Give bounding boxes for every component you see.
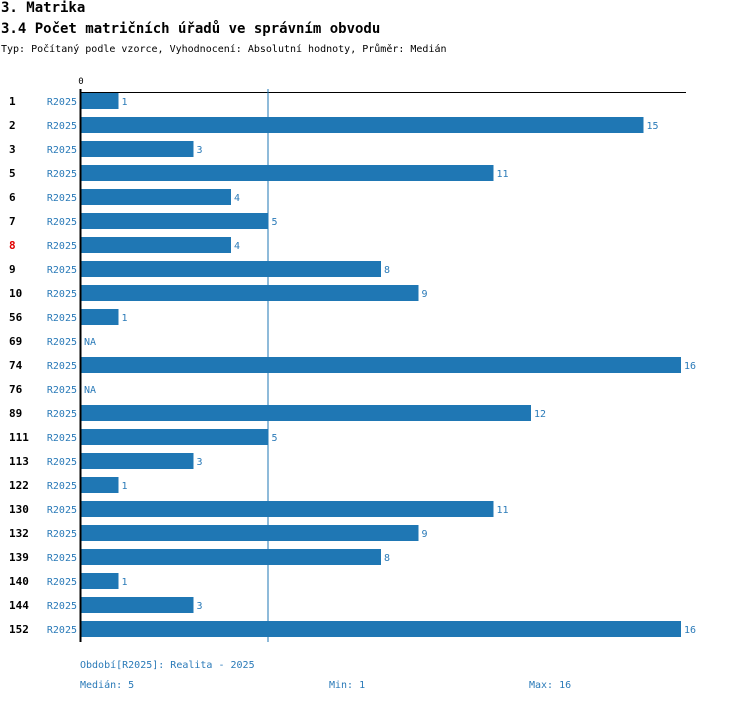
series-label: R2025 (47, 385, 77, 396)
value-label: 5 (272, 433, 278, 444)
bar (81, 429, 269, 445)
row-label: 74 (9, 359, 23, 372)
series-label: R2025 (47, 289, 77, 300)
bar (81, 501, 494, 517)
series-label: R2025 (47, 97, 77, 108)
series-label: R2025 (47, 433, 77, 444)
series-label: R2025 (47, 313, 77, 324)
series-label: R2025 (47, 265, 77, 276)
value-label: 8 (384, 553, 390, 564)
chart-title: 3.4 Počet matričních úřadů ve správním o… (1, 21, 381, 37)
value-label: 11 (497, 505, 509, 516)
value-label: 9 (422, 529, 428, 540)
series-label: R2025 (47, 577, 77, 588)
bar (81, 525, 419, 541)
series-label: R2025 (47, 145, 77, 156)
row-label: 2 (9, 119, 16, 132)
series-label: R2025 (47, 625, 77, 636)
value-label: 11 (497, 169, 509, 180)
chart-subtitle: Typ: Počítaný podle vzorce, Vyhodnocení:… (1, 44, 447, 55)
row-label: 5 (9, 167, 16, 180)
series-label: R2025 (47, 121, 77, 132)
value-label: 4 (234, 193, 240, 204)
value-label: 1 (122, 313, 128, 324)
series-label: R2025 (47, 457, 77, 468)
row-label: 140 (9, 575, 29, 588)
row-label: 7 (9, 215, 16, 228)
row-label: 3 (9, 143, 16, 156)
bar (81, 477, 119, 493)
value-label: 9 (422, 289, 428, 300)
value-label: 5 (272, 217, 278, 228)
row-label: 130 (9, 503, 29, 516)
series-label: R2025 (47, 601, 77, 612)
bar (81, 237, 231, 253)
value-label: 3 (197, 457, 203, 468)
series-label: R2025 (47, 481, 77, 492)
series-label: R2025 (47, 169, 77, 180)
bar (81, 93, 119, 109)
bar (81, 549, 381, 565)
bar (81, 597, 194, 613)
series-label: R2025 (47, 553, 77, 564)
bar (81, 261, 381, 277)
bar (81, 141, 194, 157)
footer-min: Min: 1 (329, 680, 366, 691)
bar (81, 285, 419, 301)
row-label: 132 (9, 527, 29, 540)
series-label: R2025 (47, 217, 77, 228)
series-label: R2025 (47, 193, 77, 204)
value-label: 15 (647, 121, 659, 132)
value-label: 1 (122, 97, 128, 108)
series-label: R2025 (47, 361, 77, 372)
value-label: NA (84, 385, 96, 396)
bar (81, 309, 119, 325)
row-label: 144 (9, 599, 29, 612)
row-label: 111 (9, 431, 29, 444)
axis-zero-label: 0 (78, 77, 83, 87)
row-label: 6 (9, 191, 16, 204)
row-label: 1 (9, 95, 16, 108)
footer-max: Max: 16 (529, 680, 572, 691)
value-label: 1 (122, 577, 128, 588)
value-label: 3 (197, 145, 203, 156)
bar (81, 357, 681, 373)
series-label: R2025 (47, 337, 77, 348)
series-label: R2025 (47, 505, 77, 516)
value-label: 16 (684, 625, 696, 636)
series-label: R2025 (47, 529, 77, 540)
row-label: 152 (9, 623, 29, 636)
bar (81, 405, 531, 421)
row-label: 9 (9, 263, 16, 276)
bar (81, 453, 194, 469)
bar (81, 189, 231, 205)
value-label: 1 (122, 481, 128, 492)
row-label: 122 (9, 479, 29, 492)
value-label: 4 (234, 241, 240, 252)
footer-median: Medián: 5 (80, 680, 135, 691)
bar (81, 213, 269, 229)
bar (81, 573, 119, 589)
row-label: 8 (9, 239, 16, 252)
footer-period: Období[R2025]: Realita - 2025 (80, 660, 255, 671)
series-label: R2025 (47, 409, 77, 420)
section-heading: 3. Matrika (1, 0, 86, 16)
bar (81, 621, 681, 637)
value-label: 8 (384, 265, 390, 276)
value-label: 3 (197, 601, 203, 612)
value-label: 16 (684, 361, 696, 372)
row-label: 113 (9, 455, 29, 468)
row-label: 89 (9, 407, 22, 420)
row-label: 76 (9, 383, 23, 396)
row-label: 69 (9, 335, 22, 348)
row-label: 139 (9, 551, 29, 564)
value-label: 12 (534, 409, 546, 420)
bar (81, 117, 644, 133)
value-label: NA (84, 337, 96, 348)
row-label: 56 (9, 311, 23, 324)
bar (81, 165, 494, 181)
row-label: 10 (9, 287, 22, 300)
series-label: R2025 (47, 241, 77, 252)
